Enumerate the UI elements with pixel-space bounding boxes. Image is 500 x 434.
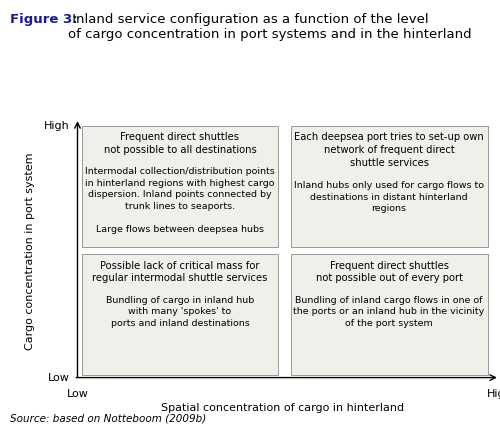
- Text: Each deepsea port tries to set-up own
network of frequent direct
shuttle service: Each deepsea port tries to set-up own ne…: [294, 132, 484, 168]
- Text: High: High: [487, 389, 500, 399]
- Bar: [82, 126, 278, 247]
- Text: Inland hubs only used for cargo flows to
destinations in distant hinterland
regi: Inland hubs only used for cargo flows to…: [294, 181, 484, 213]
- Text: Low: Low: [48, 372, 70, 383]
- Text: Spatial concentration of cargo in hinterland: Spatial concentration of cargo in hinter…: [161, 403, 404, 413]
- Bar: [290, 254, 488, 375]
- Text: Frequent direct shuttles
not possible out of every port: Frequent direct shuttles not possible ou…: [316, 260, 462, 283]
- Text: Possible lack of critical mass for
regular intermodal shuttle services: Possible lack of critical mass for regul…: [92, 260, 268, 283]
- Text: Inland service configuration as a function of the level
of cargo concentration i: Inland service configuration as a functi…: [68, 13, 471, 41]
- Bar: [290, 126, 488, 247]
- Text: Source: based on Notteboom (2009b): Source: based on Notteboom (2009b): [10, 413, 206, 423]
- Text: Intermodal collection/distribution points
in hinterland regions with highest car: Intermodal collection/distribution point…: [85, 168, 275, 233]
- Text: Figure 3:: Figure 3:: [10, 13, 78, 26]
- Text: Bundling of cargo in inland hub
with many 'spokes' to
ports and inland destinati: Bundling of cargo in inland hub with man…: [106, 296, 254, 328]
- Text: Bundling of inland cargo flows in one of
the ports or an inland hub in the vicin: Bundling of inland cargo flows in one of…: [294, 296, 484, 328]
- Text: Cargo concentration in port system: Cargo concentration in port system: [26, 153, 36, 351]
- Text: High: High: [44, 121, 70, 131]
- Text: Frequent direct shuttles
not possible to all destinations: Frequent direct shuttles not possible to…: [104, 132, 256, 155]
- Bar: [82, 254, 278, 375]
- Text: Low: Low: [66, 389, 88, 399]
